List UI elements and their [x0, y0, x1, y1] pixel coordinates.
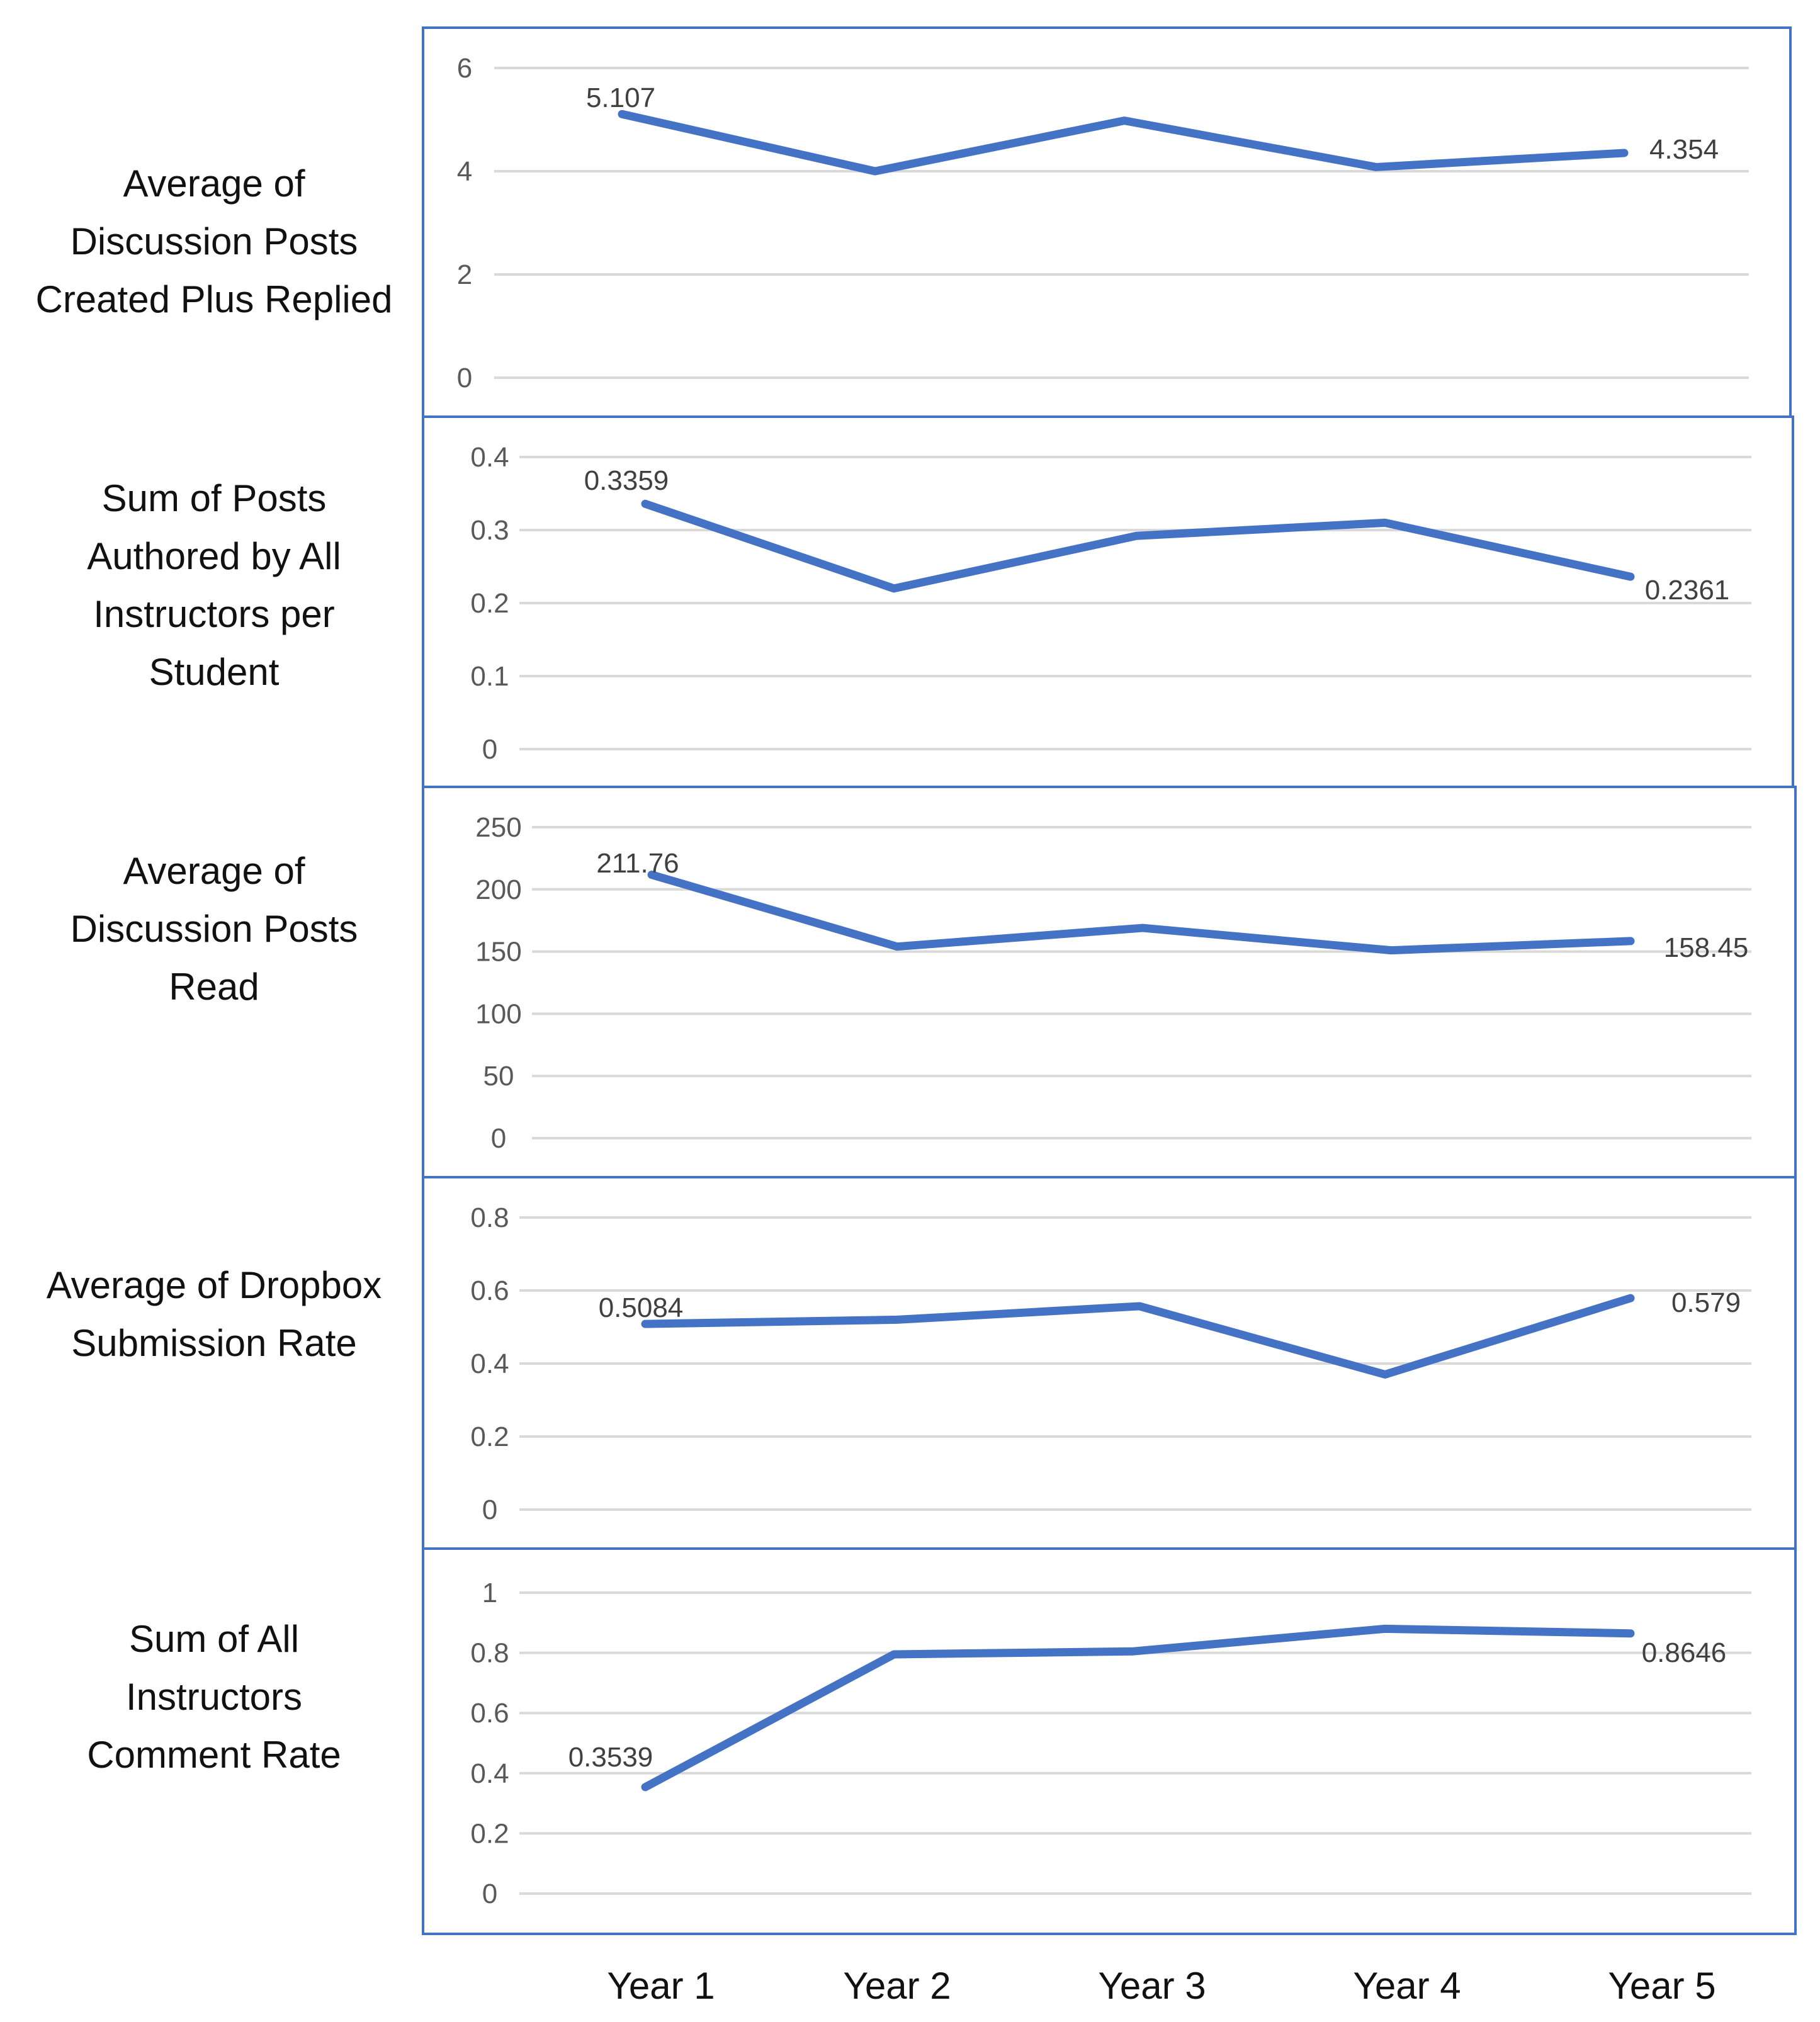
data-label: 0.2361 [1645, 575, 1730, 606]
y-tick-label: 4 [457, 156, 472, 187]
y-tick-label: 0.8 [470, 1638, 509, 1669]
series-line [647, 871, 1635, 955]
row-label-posts-authored-instructors: Sum of Posts Authored by All Instructors… [87, 477, 341, 693]
data-label: 0.579 [1671, 1287, 1741, 1318]
x-axis-label-year-5: Year 5 [1608, 1965, 1716, 2007]
y-tick-label: 0.4 [470, 1348, 509, 1379]
y-tick-label: 0 [457, 363, 472, 393]
series-line [641, 1294, 1635, 1379]
data-label: 0.8646 [1642, 1637, 1727, 1668]
y-tick-label: 0.6 [470, 1698, 509, 1729]
x-axis-label-year-2: Year 2 [843, 1965, 951, 2007]
series-line [641, 499, 1635, 593]
series-line [618, 110, 1629, 176]
x-axis-label-year-4: Year 4 [1353, 1965, 1461, 2007]
y-tick-label: 50 [483, 1061, 514, 1092]
row-label-comment-rate: Sum of All Instructors Comment Rate [87, 1618, 341, 1776]
y-tick-label: 0.1 [470, 661, 509, 692]
series-line [641, 1624, 1635, 1792]
y-tick-label: 1 [482, 1578, 497, 1608]
y-tick-label: 0.3 [470, 515, 509, 546]
y-tick-label: 0.8 [470, 1202, 509, 1233]
x-axis-label-year-3: Year 3 [1098, 1965, 1206, 2007]
y-tick-label: 0.4 [470, 442, 509, 473]
data-label: 158.45 [1664, 932, 1749, 963]
y-tick-label: 100 [475, 998, 521, 1029]
y-tick-label: 0.2 [470, 588, 509, 619]
y-tick-label: 0.2 [470, 1421, 509, 1452]
y-tick-label: 150 [475, 937, 521, 968]
data-label: 0.3359 [584, 465, 669, 496]
data-label: 5.107 [586, 82, 655, 113]
data-label: 0.3539 [568, 1742, 653, 1773]
y-tick-label: 0 [482, 1878, 497, 1909]
data-label: 0.5084 [599, 1292, 684, 1323]
data-label: 4.354 [1649, 134, 1719, 165]
x-axis-label-year-1: Year 1 [607, 1965, 715, 2007]
row-label-posts-created-replied: Average of Discussion Posts Created Plus… [35, 162, 393, 320]
y-tick-label: 200 [475, 874, 521, 905]
y-tick-label: 0.6 [470, 1275, 509, 1306]
y-tick-label: 6 [457, 53, 472, 84]
y-tick-label: 0 [491, 1123, 506, 1154]
y-tick-label: 250 [475, 812, 521, 843]
row-label-dropbox-rate: Average of Dropbox Submission Rate [46, 1264, 382, 1364]
data-label: 211.76 [596, 848, 679, 879]
y-tick-label: 0.2 [470, 1818, 509, 1849]
y-tick-label: 2 [457, 259, 472, 290]
panel-box-comment-rate [422, 1547, 1797, 1935]
y-tick-label: 0.4 [470, 1758, 509, 1789]
row-label-posts-read: Average of Discussion Posts Read [70, 850, 358, 1008]
y-tick-label: 0 [482, 1494, 497, 1525]
y-tick-label: 0 [482, 734, 497, 765]
